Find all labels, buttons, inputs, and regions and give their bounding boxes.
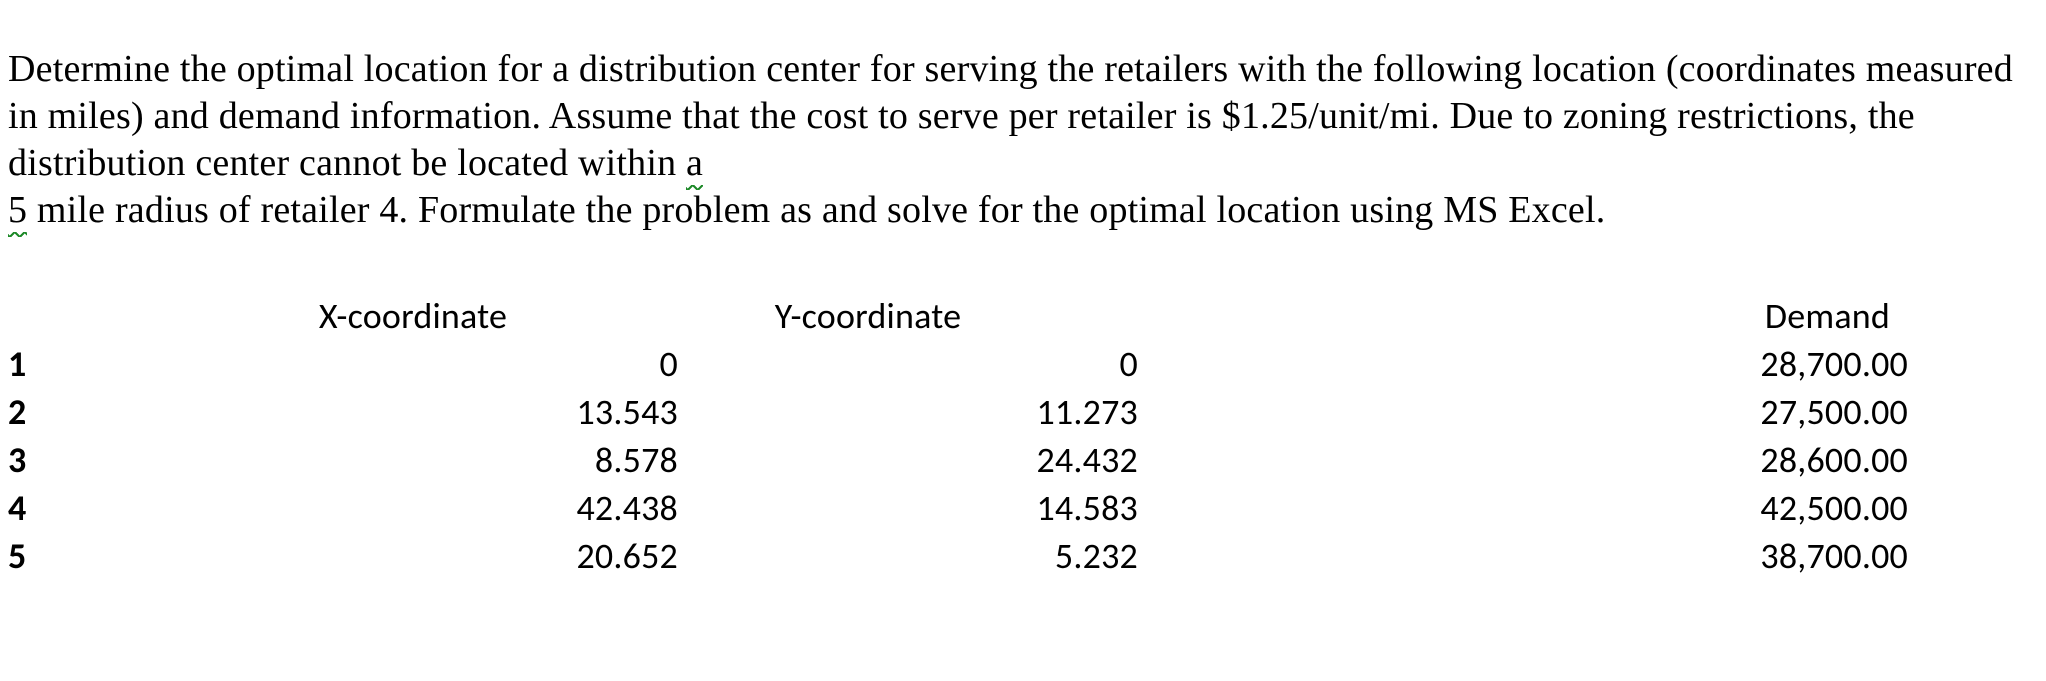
cell-index: 5 [8,532,228,580]
col-header-y: Y-coordinate [678,292,1138,340]
cell-demand: 27,500.00 [1138,388,1908,436]
cell-demand: 28,700.00 [1138,340,1908,388]
cell-y: 14.583 [678,484,1138,532]
cell-x: 42.438 [228,484,678,532]
squiggle-word-5: 5 [8,187,27,234]
cell-x: 20.652 [228,532,678,580]
cell-demand: 38,700.00 [1138,532,1908,580]
page: Determine the optimal location for a dis… [0,0,2046,681]
table-header-row: X-coordinate Y-coordinate Demand [8,292,2038,340]
cell-y: 11.273 [678,388,1138,436]
cell-index: 2 [8,388,228,436]
col-header-index [8,324,228,328]
problem-paragraph: Determine the optimal location for a dis… [8,46,2038,234]
cell-y: 24.432 [678,436,1138,484]
table-row: 4 42.438 14.583 42,500.00 [8,484,2038,532]
squiggle-word-a: a [686,140,703,187]
cell-index: 3 [8,436,228,484]
col-header-x: X-coordinate [228,292,678,340]
cell-demand: 42,500.00 [1138,484,1908,532]
cell-index: 1 [8,340,228,388]
retailer-table: X-coordinate Y-coordinate Demand 1 0 0 2… [8,292,2038,580]
table-row: 5 20.652 5.232 38,700.00 [8,532,2038,580]
cell-y: 0 [678,340,1138,388]
cell-x: 8.578 [228,436,678,484]
problem-text-part-1: Determine the optimal location for a dis… [8,48,2013,184]
problem-text-part-3: mile radius of retailer 4. Formulate the… [27,189,1605,231]
col-header-demand: Demand [1138,292,1908,340]
table-row: 1 0 0 28,700.00 [8,340,2038,388]
cell-y: 5.232 [678,532,1138,580]
cell-index: 4 [8,484,228,532]
cell-x: 0 [228,340,678,388]
cell-demand: 28,600.00 [1138,436,1908,484]
cell-x: 13.543 [228,388,678,436]
table-row: 3 8.578 24.432 28,600.00 [8,436,2038,484]
table-row: 2 13.543 11.273 27,500.00 [8,388,2038,436]
